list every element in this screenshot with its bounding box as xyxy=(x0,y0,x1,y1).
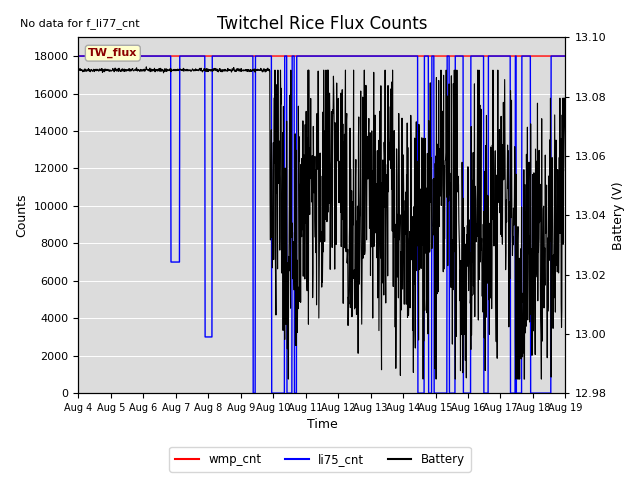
Line: Battery: Battery xyxy=(79,67,565,379)
wmp_cnt xyxy=(281,53,289,59)
li75_cnt xyxy=(112,53,120,59)
Battery xyxy=(353,295,360,300)
li75_cnt xyxy=(300,53,308,59)
li75_cnt xyxy=(250,390,257,396)
li75_cnt xyxy=(561,53,569,59)
Y-axis label: Counts: Counts xyxy=(15,193,28,237)
li75_cnt xyxy=(132,53,140,59)
wmp_cnt xyxy=(352,53,360,59)
X-axis label: Time: Time xyxy=(307,419,337,432)
Battery xyxy=(561,168,569,173)
Battery xyxy=(284,376,292,382)
Battery xyxy=(143,64,150,70)
Text: TW_flux: TW_flux xyxy=(88,48,138,59)
Battery xyxy=(282,220,289,226)
Battery xyxy=(292,159,300,165)
Line: li75_cnt: li75_cnt xyxy=(79,56,565,393)
Text: No data for f_li77_cnt: No data for f_li77_cnt xyxy=(20,18,140,29)
li75_cnt xyxy=(292,390,300,396)
li75_cnt xyxy=(352,53,360,59)
Legend: wmp_cnt, li75_cnt, Battery: wmp_cnt, li75_cnt, Battery xyxy=(169,447,471,472)
wmp_cnt xyxy=(112,53,120,59)
Battery xyxy=(75,67,83,72)
wmp_cnt xyxy=(75,53,83,59)
li75_cnt xyxy=(75,53,83,59)
Y-axis label: Battery (V): Battery (V) xyxy=(612,181,625,250)
li75_cnt xyxy=(282,53,289,59)
Battery xyxy=(132,66,140,72)
Battery xyxy=(301,167,308,173)
wmp_cnt xyxy=(291,53,299,59)
Title: Twitchel Rice Flux Counts: Twitchel Rice Flux Counts xyxy=(217,15,427,33)
wmp_cnt xyxy=(132,53,140,59)
wmp_cnt xyxy=(300,53,308,59)
Battery xyxy=(112,67,120,73)
wmp_cnt xyxy=(561,53,569,59)
